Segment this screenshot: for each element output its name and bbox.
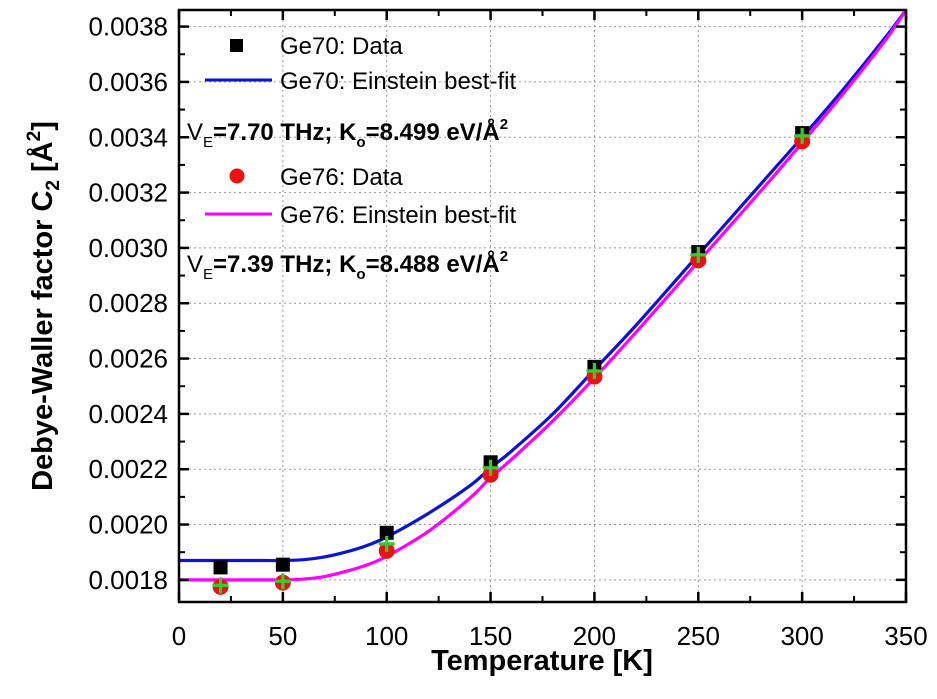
annotation-ge70-prefix-sub: E (203, 134, 213, 151)
annotation-ge70-k-sub: o (356, 134, 365, 151)
x-tick-label-350: 350 (884, 621, 927, 651)
y-tick-label-0-0036: 0.0036 (88, 67, 168, 97)
y-tick-label-0-0022: 0.0022 (88, 454, 168, 484)
legend-label-ge70-fit: Ge70: Einstein best-fit (280, 68, 516, 95)
y-axis-title: Debye-Waller factor C2 [Å2] (24, 121, 64, 491)
annotation-ge76-prefix: V (187, 251, 203, 278)
legend-marker-ge70-data (230, 39, 243, 52)
y-axis-title-sub: 2 (43, 180, 64, 191)
x-tick-label-50: 50 (268, 621, 297, 651)
fit-point-marker-100 (378, 535, 395, 552)
x-tick-label-250: 250 (677, 621, 720, 651)
fit-point-marker-200 (586, 363, 603, 380)
annotation-ge76-sup: 2 (500, 248, 508, 265)
ge70-data-marker-20 (213, 560, 228, 575)
annotation-ge70-value2: =8.499 eV/Å (366, 118, 500, 146)
annotation-ge76-value2: =8.488 eV/Å (366, 250, 500, 278)
y-axis-title-unit-open: [Å (26, 141, 59, 180)
annotation-ge70-sup: 2 (500, 116, 508, 133)
x-axis-title: Temperature [K] (431, 645, 653, 677)
annotation-ge76-prefix-sub: E (203, 266, 213, 283)
annotation-ge76-params: VE=7.39 THz; Ko=8.488 eV/Å2 (187, 248, 508, 283)
y-tick-label-0-0020: 0.0020 (88, 510, 168, 540)
ge70-data-marker-50 (275, 557, 290, 572)
y-axis-title-sup: 2 (24, 131, 45, 142)
annotation-ge76-k-sub: o (356, 266, 365, 283)
x-tick-label-150: 150 (469, 621, 512, 651)
y-tick-label-0-0038: 0.0038 (88, 12, 168, 42)
fit-point-marker-150 (482, 459, 499, 476)
plot-background (179, 10, 906, 602)
legend-label-ge70-data: Ge70: Data (280, 33, 403, 60)
axis-ticks (177, 10, 908, 602)
y-tick-label-0-0026: 0.0026 (88, 344, 168, 374)
annotation-ge76-value1: =7.39 THz; K (213, 251, 357, 278)
y-tick-label-0-0028: 0.0028 (88, 288, 168, 318)
x-tick-label-100: 100 (365, 621, 408, 651)
annotation-ge70-value1: =7.70 THz; K (213, 119, 357, 146)
annotation-ge70-prefix: V (187, 119, 203, 146)
tick-labels: 0 50 100 150 200 250 300 350 0.0018 0.0020 0.0022 0… (88, 12, 927, 651)
fit-point-marker-50 (274, 573, 291, 590)
legend-label-ge76-fit: Ge76: Einstein best-fit (280, 202, 516, 229)
y-axis-title-main: Debye-Waller factor C (27, 191, 59, 491)
fit-point-marker-20 (212, 577, 229, 594)
data-markers (212, 126, 811, 595)
fit-point-marker-300 (794, 127, 811, 144)
x-tick-label-200: 200 (573, 621, 616, 651)
ge70-data-marker-100 (379, 525, 394, 540)
x-tick-label-300: 300 (780, 621, 823, 651)
legend-label-ge76-data: Ge76: Data (280, 164, 403, 191)
y-tick-label-0-0032: 0.0032 (88, 178, 168, 208)
annotation-ge70-params: VE=7.70 THz; Ko=8.499 eV/Å2 (187, 116, 508, 151)
x-tick-label-0: 0 (172, 621, 186, 651)
y-tick-label-0-0024: 0.0024 (88, 399, 168, 429)
legend: Ge70: Data Ge70: Einstein best-fit VE=7.… (187, 33, 516, 283)
legend-marker-ge76-data (229, 168, 245, 184)
y-axis-title-unit-close: ] (27, 121, 59, 131)
y-tick-label-0-0018: 0.0018 (88, 565, 168, 595)
y-tick-label-0-0030: 0.0030 (88, 233, 168, 263)
fit-point-marker-250 (690, 246, 707, 263)
y-tick-label-0-0034: 0.0034 (88, 122, 168, 152)
